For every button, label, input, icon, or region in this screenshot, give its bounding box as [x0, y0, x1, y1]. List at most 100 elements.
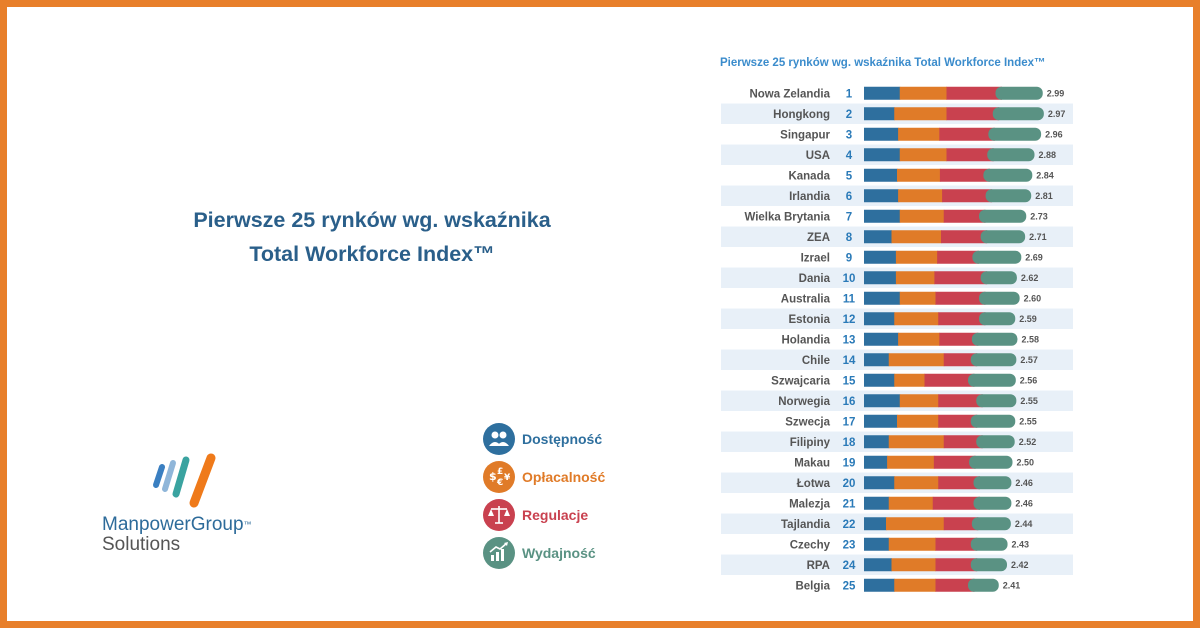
bar-segment-wydajność	[971, 332, 1018, 346]
rank-label: 16	[843, 396, 856, 408]
bar-segment-opłacalność	[894, 373, 925, 387]
country-label: Szwecja	[785, 416, 830, 428]
bar-segment-regulacje	[934, 271, 988, 285]
bar-segment-regulacje	[939, 168, 990, 182]
rank-label: 21	[843, 498, 856, 510]
bar-segment-regulacje	[937, 250, 979, 264]
bar-segment-wydajność	[992, 107, 1044, 121]
total-value-label: 2.43	[1012, 539, 1030, 549]
bar-segment-regulacje	[943, 353, 978, 367]
bar-segment-dostępność	[864, 332, 899, 346]
bar-segment-opłacalność	[888, 435, 945, 449]
total-value-label: 2.97	[1048, 109, 1066, 119]
bar-segment-regulacje	[935, 537, 978, 551]
bar-segment-opłacalność	[898, 189, 943, 203]
svg-text:¥: ¥	[504, 473, 511, 483]
bar-segment-regulacje	[935, 578, 975, 592]
bar-segment-dostępność	[864, 230, 892, 244]
bar-segment-dostępność	[864, 496, 890, 510]
rank-label: 25	[843, 580, 856, 592]
country-label: Hongkong	[773, 109, 830, 121]
bar-segment-wydajność	[976, 394, 1017, 408]
total-value-label: 2.56	[1020, 375, 1038, 385]
country-label: Australia	[781, 293, 831, 305]
bar-segment-opłacalność	[895, 250, 938, 264]
rank-label: 18	[843, 437, 856, 449]
rank-label: 20	[843, 478, 856, 490]
bar-segment-opłacalność	[897, 168, 941, 182]
country-label: Malezja	[789, 498, 831, 510]
bar-segment-regulacje	[933, 455, 976, 469]
rank-label: 11	[843, 293, 856, 305]
bar-segment-opłacalność	[899, 209, 945, 223]
bar-segment-wydajność	[971, 517, 1011, 531]
bar-segment-dostępność	[864, 517, 887, 531]
bar-segment-regulacje	[941, 230, 988, 244]
bar-segment-dostępność	[864, 148, 901, 162]
total-value-label: 2.57	[1020, 355, 1038, 365]
bar-segment-regulacje	[943, 517, 979, 531]
bar-segment-wydajność	[972, 250, 1022, 264]
total-value-label: 2.59	[1019, 314, 1037, 324]
bar-segment-opłacalność	[894, 476, 939, 490]
rank-label: 4	[846, 150, 853, 162]
svg-text:£: £	[497, 467, 503, 477]
bar-segment-opłacalność	[888, 496, 934, 510]
country-label: Nowa Zelandia	[749, 88, 830, 100]
page-title-line-2: Total Workforce Index™	[249, 242, 495, 266]
bar-segment-dostępność	[864, 476, 895, 490]
total-value-label: 2.41	[1003, 580, 1021, 590]
brand-title: ManpowerGroup	[102, 514, 244, 535]
bar-segment-wydajność	[979, 209, 1027, 223]
bar-segment-dostępność	[864, 168, 898, 182]
bar-segment-wydajność	[970, 537, 1008, 551]
total-value-label: 2.42	[1011, 560, 1029, 570]
total-value-label: 2.62	[1021, 273, 1039, 283]
bar-segment-opłacalność	[887, 455, 935, 469]
total-value-label: 2.50	[1017, 457, 1035, 467]
rank-label: 15	[843, 375, 856, 387]
bar-segment-wydajność	[968, 373, 1016, 387]
total-value-label: 2.46	[1015, 498, 1033, 508]
page-title: Pierwsze 25 rynków wg. wskaźnika Total W…	[147, 203, 597, 271]
country-label: ZEA	[807, 232, 830, 244]
bar-segment-opłacalność	[886, 517, 945, 531]
country-label: Estonia	[788, 314, 830, 326]
bar-segment-opłacalność	[891, 230, 942, 244]
svg-text:$: $	[489, 470, 497, 483]
rank-label: 5	[846, 170, 853, 182]
brand-name: ManpowerGroup™ Solutions	[102, 515, 252, 555]
country-label: Singapur	[780, 129, 830, 141]
rank-label: 3	[846, 129, 852, 141]
bar-segment-wydajność	[995, 86, 1043, 100]
total-value-label: 2.88	[1039, 150, 1057, 160]
people-icon	[483, 423, 515, 455]
bar-segment-regulacje	[938, 476, 980, 490]
legend-label-wydajnosc: Wydajność	[522, 545, 596, 561]
total-value-label: 2.84	[1036, 170, 1054, 180]
rank-label: 6	[846, 191, 852, 203]
bar-segment-regulacje	[932, 496, 980, 510]
country-label: Makau	[794, 457, 830, 469]
legend-label-oplacalnosc: Opłacalność	[522, 469, 606, 485]
bar-segment-wydajność	[976, 435, 1015, 449]
country-label: Dania	[799, 273, 831, 285]
country-label: Izrael	[801, 252, 830, 264]
bar-segment-dostępność	[864, 373, 895, 387]
total-value-label: 2.96	[1045, 129, 1063, 139]
country-label: Chile	[802, 355, 830, 367]
bar-segment-wydajność	[983, 168, 1033, 182]
bar-segment-regulacje	[938, 394, 983, 408]
rank-label: 8	[846, 232, 853, 244]
bar-segment-opłacalność	[894, 107, 947, 121]
bar-segment-wydajność	[979, 291, 1020, 305]
bar-segment-dostępność	[864, 455, 888, 469]
bar-segment-wydajność	[988, 127, 1042, 141]
bar-segment-dostępność	[864, 250, 897, 264]
bar-segment-dostępność	[864, 189, 899, 203]
total-value-label: 2.60	[1024, 293, 1042, 303]
total-value-label: 2.58	[1021, 334, 1039, 344]
rank-label: 7	[846, 211, 852, 223]
bar-segment-regulacje	[939, 332, 979, 346]
rank-label: 13	[843, 334, 856, 346]
